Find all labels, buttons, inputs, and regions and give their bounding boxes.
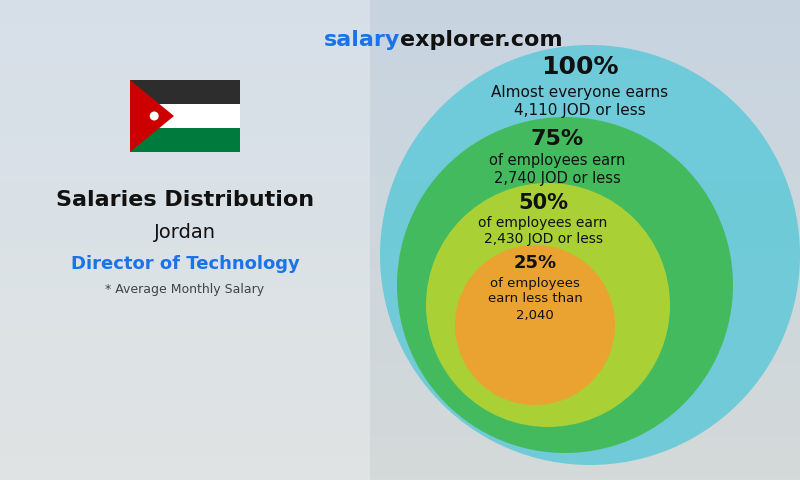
Text: * Average Monthly Salary: * Average Monthly Salary [106,284,265,297]
FancyBboxPatch shape [130,128,240,152]
Circle shape [455,245,615,405]
Text: Salaries Distribution: Salaries Distribution [56,190,314,210]
Text: Director of Technology: Director of Technology [70,255,299,273]
Circle shape [380,45,800,465]
Text: salary: salary [324,30,400,50]
Text: Almost everyone earns: Almost everyone earns [491,85,669,100]
Text: of employees earn: of employees earn [489,154,625,168]
Polygon shape [130,80,174,152]
Text: of employees: of employees [490,276,580,289]
FancyBboxPatch shape [130,80,240,104]
Text: of employees earn: of employees earn [478,216,608,230]
Text: 100%: 100% [542,55,618,79]
Circle shape [426,183,670,427]
Text: 4,110 JOD or less: 4,110 JOD or less [514,104,646,119]
FancyBboxPatch shape [130,104,240,128]
Circle shape [397,117,733,453]
Text: Jordan: Jordan [154,223,216,241]
Text: 2,430 JOD or less: 2,430 JOD or less [483,232,602,246]
Text: 2,740 JOD or less: 2,740 JOD or less [494,170,620,185]
Text: explorer.com: explorer.com [400,30,562,50]
Text: earn less than: earn less than [488,292,582,305]
Text: 50%: 50% [518,193,568,213]
Text: 25%: 25% [514,254,557,272]
Text: 75%: 75% [530,129,584,149]
Text: 2,040: 2,040 [516,309,554,322]
FancyBboxPatch shape [0,0,370,480]
Circle shape [150,111,158,120]
